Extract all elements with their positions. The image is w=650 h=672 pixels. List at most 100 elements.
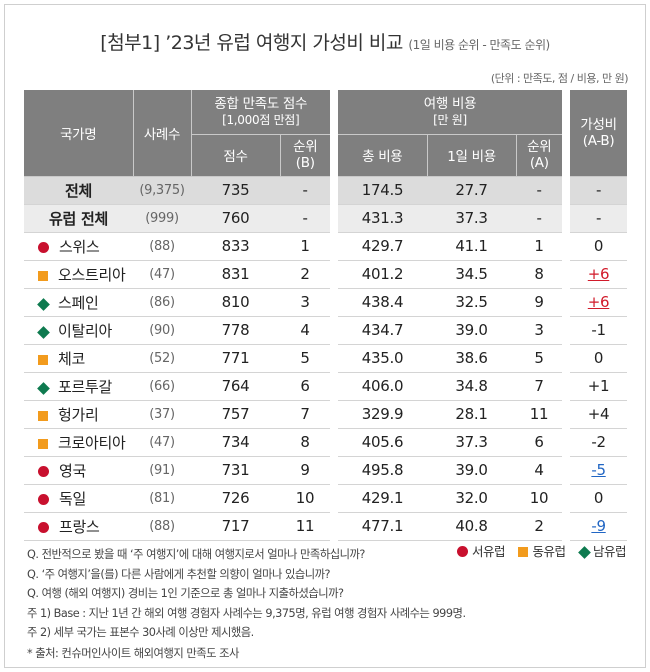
rank-b-cell: 7 xyxy=(280,400,331,429)
country-name: 전체 xyxy=(64,181,92,200)
country-name: 오스트리아 xyxy=(58,265,126,284)
value-text: 0 xyxy=(593,489,604,507)
country-name: 이탈리아 xyxy=(58,321,113,340)
table-row: 유럽 전체 (999) 760-431.3 37.3- - xyxy=(24,204,628,233)
score-cell: 778 xyxy=(191,316,280,345)
score-cell: 833 xyxy=(191,232,280,261)
rank-a-cell: 6 xyxy=(516,428,563,457)
score-cell: 735 xyxy=(191,176,280,205)
table-row: 전체 (9,375) 735-174.5 27.7- - xyxy=(24,176,628,205)
title-main: [첨부1] ’23년 유럽 여행지 가성비 비교 xyxy=(100,32,403,54)
gap-cell xyxy=(562,512,571,540)
cases-cell: (81) xyxy=(133,484,191,513)
value-cell: +6 xyxy=(570,260,628,289)
page-title: [첨부1] ’23년 유럽 여행지 가성비 비교 (1일 비용 순위 - 만족도… xyxy=(0,28,650,55)
rank-b-cell: 4 xyxy=(280,316,331,345)
cases-cell: (9,375) xyxy=(133,176,191,205)
total-cost-cell: 435.0 xyxy=(338,344,428,373)
country-name-cell: 영국 xyxy=(24,456,133,485)
country-name-cell: 스페인 xyxy=(24,288,133,317)
total-cost-cell: 406.0 xyxy=(338,372,428,401)
daily-cost-cell: 39.0 xyxy=(427,316,517,345)
header-gap-1 xyxy=(330,90,339,176)
country-name: 헝가리 xyxy=(58,405,99,424)
cases-cell: (91) xyxy=(133,456,191,485)
total-cost-cell: 174.5 xyxy=(338,176,428,205)
diamond-marker-icon xyxy=(37,325,50,339)
table-row: 체코 (52) 771 5 435.0 38.6 5 0 xyxy=(24,344,628,373)
gap-cell xyxy=(562,456,571,484)
header-row-1: 국가명 사례수 종합 만족도 점수 [1,000점 만점] 여행 비용 [만 원… xyxy=(24,90,628,177)
country-name-cell: 크로아티아 xyxy=(24,428,133,457)
total-cost-cell: 405.6 xyxy=(338,428,428,457)
total-cost-cell: 434.7 xyxy=(338,316,428,345)
score-cell: 717 xyxy=(191,512,280,541)
header-country: 국가명 xyxy=(24,90,133,177)
value-text: -1 xyxy=(591,321,606,339)
header-daily-cost: 1일 비용 xyxy=(426,134,517,177)
rank-b-cell: 8 xyxy=(280,428,331,457)
circle-marker-icon xyxy=(38,241,49,253)
unit-note: (단위 : 만족도, 점 / 비용, 만 원) xyxy=(490,72,629,85)
country-name-cell: 유럽 전체 xyxy=(24,204,133,233)
value-text: 0 xyxy=(593,237,604,255)
header-value-title: 가성비 xyxy=(580,116,617,133)
rank-a-cell: 5 xyxy=(516,344,563,373)
rank-b-cell: 1 xyxy=(280,232,331,261)
gap-cell xyxy=(562,176,571,204)
header-cost-title: 여행 비용 xyxy=(423,95,477,112)
cases-cell: (52) xyxy=(133,344,191,373)
table-row: 독일 (81) 726 10 429.1 32.0 10 0 xyxy=(24,484,628,513)
cases-cell: (88) xyxy=(133,512,191,541)
cases-cell: (86) xyxy=(133,288,191,317)
header-total-cost: 총 비용 xyxy=(338,134,428,177)
note-line: 주 1) Base : 지난 1년 간 해외 여행 경험자 사례수는 9,375… xyxy=(27,606,466,620)
legend-item-east: 동유럽 xyxy=(518,544,566,559)
score-cell: 810 xyxy=(191,288,280,317)
value-text: 0 xyxy=(593,349,604,367)
gap-cell xyxy=(330,260,339,288)
notes: Q. 전반적으로 봤을 때 ‘주 여행지’에 대해 여행지로서 얼마나 만족하십… xyxy=(27,545,466,643)
table-row: 스페인 (86) 810 3 438.4 32.5 9 +6 xyxy=(24,288,628,317)
value-text: +1 xyxy=(587,377,610,395)
square-marker-icon xyxy=(38,354,48,365)
cases-cell: (47) xyxy=(133,428,191,457)
rank-a-cell: 11 xyxy=(516,400,563,429)
gap-cell xyxy=(330,512,339,540)
value-cell: +6 xyxy=(570,288,628,317)
value-cell: 0 xyxy=(570,344,628,373)
gap-cell xyxy=(330,316,339,344)
country-name-cell: 오스트리아 xyxy=(24,260,133,289)
diamond-marker-icon xyxy=(578,546,591,559)
table-row: 헝가리 (37) 757 7 329.9 28.1 11 +4 xyxy=(24,400,628,429)
total-cost-cell: 429.1 xyxy=(338,484,428,513)
score-cell: 734 xyxy=(191,428,280,457)
value-cell: +1 xyxy=(570,372,628,401)
header-satisfaction-group: 종합 만족도 점수 [1,000점 만점] xyxy=(190,90,331,135)
country-name: 스위스 xyxy=(59,237,100,256)
header-satisfaction-sub: [1,000점 만점] xyxy=(222,112,300,127)
gap-cell xyxy=(330,204,339,232)
value-text: +4 xyxy=(587,405,610,423)
score-cell: 831 xyxy=(191,260,280,289)
diamond-marker-icon xyxy=(37,297,50,311)
gap-cell xyxy=(330,288,339,316)
gap-cell xyxy=(330,372,339,400)
value-text: +6 xyxy=(587,265,610,283)
legend-label-east: 동유럽 xyxy=(532,544,566,559)
daily-cost-cell: 34.8 xyxy=(427,372,517,401)
total-cost-cell: 401.2 xyxy=(338,260,428,289)
table-row: 크로아티아 (47) 734 8 405.6 37.3 6 -2 xyxy=(24,428,628,457)
table-row: 포르투갈 (66) 764 6 406.0 34.8 7 +1 xyxy=(24,372,628,401)
note-line: Q. 여행 (해외 여행지) 경비는 1인 기준으로 총 얼마나 지출하셨습니까… xyxy=(27,587,344,600)
rank-a-cell: 4 xyxy=(516,456,563,485)
total-cost-cell: 477.1 xyxy=(338,512,428,541)
rank-a-cell: 2 xyxy=(516,512,563,541)
rank-a-cell: 10 xyxy=(516,484,563,513)
gap-cell xyxy=(562,484,571,512)
score-cell: 731 xyxy=(191,456,280,485)
header-rank-a-title: 순위 xyxy=(527,139,552,155)
score-cell: 726 xyxy=(191,484,280,513)
rank-b-cell: 9 xyxy=(280,456,331,485)
header-gap-2 xyxy=(562,90,571,176)
